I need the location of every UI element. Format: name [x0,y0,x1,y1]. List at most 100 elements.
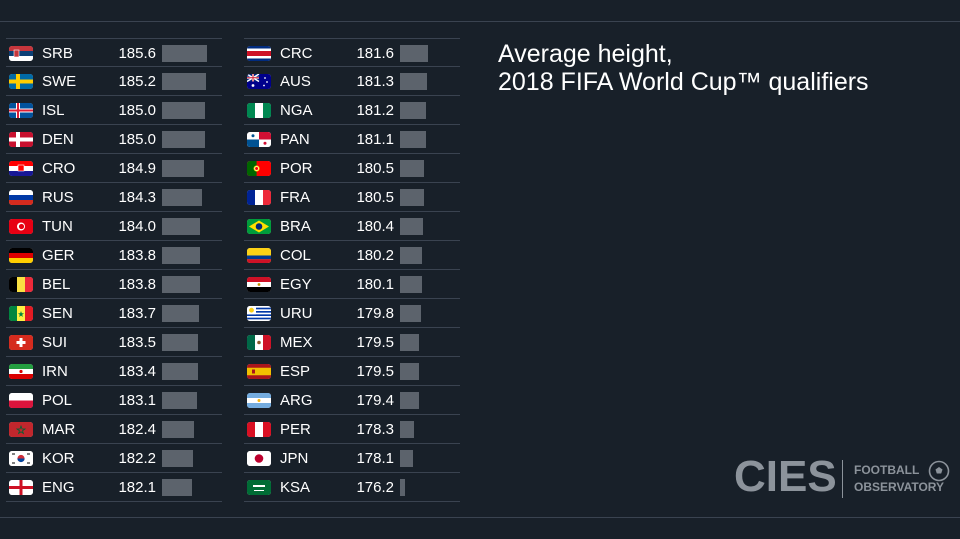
iran-flag-icon [9,364,33,379]
table-row: ARG 179.4 [244,386,460,415]
country-code: PAN [280,131,310,148]
england-flag-icon [9,480,33,495]
country-code: ENG [42,479,75,496]
table-row: POR 180.5 [244,154,460,183]
mexico-flag-icon [247,335,271,350]
height-value: 185.2 [118,73,156,90]
height-value: 180.1 [356,276,394,293]
korea-flag-icon [9,451,33,466]
country-code: EGY [280,276,312,293]
height-bar [162,45,208,62]
height-bar [400,276,422,293]
table-row: SEN 183.7 [6,299,222,328]
uruguay-flag-icon [247,306,271,321]
height-bar [400,189,424,206]
height-bar [400,479,406,496]
height-value: 176.2 [356,479,394,496]
chart-title: Average height, 2018 FIFA World Cup™ qua… [498,40,869,96]
height-bar [162,305,200,322]
height-bar [400,305,421,322]
height-bar [400,247,423,264]
height-value: 179.5 [356,334,394,351]
height-bar [162,421,194,438]
egypt-flag-icon [247,277,271,292]
iceland-flag-icon [9,103,33,118]
height-bar [400,363,420,380]
height-value: 185.0 [118,102,156,119]
table-row: COL 180.2 [244,241,460,270]
panama-flag-icon [247,132,271,147]
country-code: POL [42,392,73,409]
country-code: BEL [42,276,71,293]
height-value: 179.8 [356,305,394,322]
table-row: AUS 181.3 [244,67,460,96]
height-bar [400,102,427,119]
height-value: 178.3 [356,421,394,438]
country-code: CRC [280,45,313,62]
cies-football-observatory-logo: CIES FOOTBALL OBSERVATORY [734,446,956,506]
height-bar [400,73,427,90]
height-bar [162,450,193,467]
height-value: 179.4 [356,392,394,409]
height-value: 183.7 [118,305,156,322]
country-code: MAR [42,421,76,438]
table-row: SRB 185.6 [6,38,222,67]
table-row: TUN 184.0 [6,212,222,241]
country-code: SWE [42,73,77,90]
logo-divider [842,460,843,498]
argentina-flag-icon [247,393,271,408]
table-row: MAR 182.4 [6,415,222,444]
height-bar [162,131,205,148]
country-code: DEN [42,131,74,148]
ranking-column-right: CRC 181.6 AUS 181.3 NGA 181.2 PAN 181.1 POR 180.5… [244,38,460,502]
height-value: 181.2 [356,102,394,119]
switzerland-flag-icon [9,335,33,350]
country-code: KSA [280,479,311,496]
height-value: 183.8 [118,276,156,293]
table-row: NGA 181.2 [244,96,460,125]
poland-flag-icon [9,393,33,408]
height-value: 178.1 [356,450,394,467]
table-row: SUI 183.5 [6,328,222,357]
height-value: 183.4 [118,363,156,380]
country-code: ESP [280,363,311,380]
height-bar [400,334,420,351]
country-code: AUS [280,73,311,90]
belgium-flag-icon [9,277,33,292]
table-row: PER 178.3 [244,415,460,444]
height-bar [400,218,424,235]
height-bar [400,450,414,467]
height-value: 181.3 [356,73,394,90]
height-value: 184.0 [118,218,156,235]
height-bar [400,421,415,438]
height-value: 183.1 [118,392,156,409]
height-bar [162,276,200,293]
country-code: BRA [280,218,311,235]
height-value: 182.1 [118,479,156,496]
table-row: ESP 179.5 [244,357,460,386]
country-code: IRN [42,363,68,380]
table-row: DEN 185.0 [6,125,222,154]
height-bar [162,218,201,235]
height-bar [400,45,429,62]
country-code: URU [280,305,313,322]
country-code: ISL [42,102,65,119]
country-code: ARG [280,392,313,409]
australia-flag-icon [247,74,271,89]
height-value: 183.5 [118,334,156,351]
country-code: POR [280,160,313,177]
table-row: KSA 176.2 [244,473,460,502]
country-code: MEX [280,334,313,351]
height-bar [400,392,419,409]
logo-tagline: FOOTBALL OBSERVATORY [854,462,944,496]
height-bar [162,189,202,206]
table-row: CRO 184.9 [6,154,222,183]
top-divider [0,21,960,22]
logo-tagline-line-1: FOOTBALL [854,463,920,477]
country-code: FRA [280,189,310,206]
costa-rica-flag-icon [247,46,271,61]
height-bar [162,102,205,119]
country-code: NGA [280,102,313,119]
height-value: 181.1 [356,131,394,148]
country-code: JPN [280,450,309,467]
